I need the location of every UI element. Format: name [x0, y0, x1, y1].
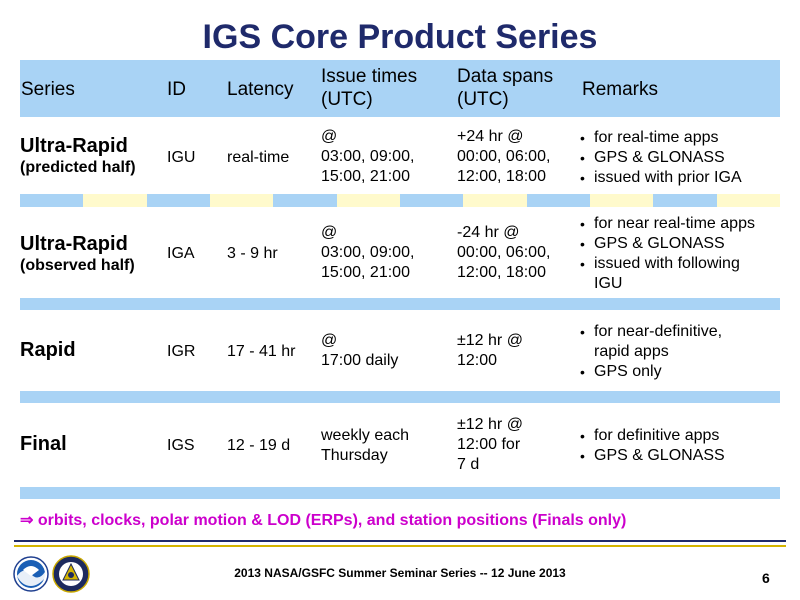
row-remarks: for near real-time apps GPS & GLONASS is…: [580, 214, 780, 294]
remark-item: for near-definitive, rapid apps: [580, 322, 754, 362]
noaa-logo: [13, 556, 49, 592]
remark-item: GPS only: [580, 362, 780, 382]
remark-item: for real-time apps: [580, 128, 780, 148]
row-latency: 12 - 19 d: [227, 437, 291, 454]
ngs-seal: [52, 555, 90, 593]
remark-item: issued with prior IGA: [580, 168, 780, 188]
row-latency: real-time: [227, 149, 290, 166]
page-number: 6: [762, 570, 770, 586]
header-data-spans: Data spans (UTC): [457, 66, 554, 110]
row-latency: 17 - 41 hr: [227, 343, 296, 360]
row-separator: [20, 298, 780, 310]
header-issue-times: Issue times (UTC): [321, 66, 418, 110]
remark-item: GPS & GLONASS: [580, 234, 780, 254]
row-data-spans: +24 hr @ 00:00, 06:00, 12:00, 18:00: [457, 128, 551, 185]
remark-item: for near real-time apps: [580, 214, 780, 234]
row-series: Ultra-Rapid (predicted half): [20, 135, 136, 176]
row-remarks: for definitive apps GPS & GLONASS: [580, 426, 780, 466]
remark-item: issued with following IGU: [580, 254, 759, 294]
header-id: ID: [167, 79, 186, 100]
footer-text: 2013 NASA/GSFC Summer Seminar Series -- …: [234, 566, 566, 580]
row-separator: [20, 487, 780, 499]
row-data-spans: ±12 hr @ 12:00: [457, 332, 523, 369]
row-remarks: for real-time apps GPS & GLONASS issued …: [580, 128, 780, 188]
header-remarks: Remarks: [582, 79, 659, 100]
row-id: IGR: [167, 343, 196, 360]
dashed-separator: [20, 194, 780, 207]
row-series: Final: [20, 433, 67, 455]
row-data-spans: ±12 hr @ 12:00 for 7 d: [457, 416, 523, 473]
row-series: Rapid: [20, 339, 76, 361]
header-latency: Latency: [227, 79, 294, 100]
row-remarks: for near-definitive, rapid apps GPS only: [580, 322, 780, 382]
remark-item: GPS & GLONASS: [580, 446, 780, 466]
row-issue-times: @ 03:00, 09:00, 15:00, 21:00: [321, 128, 415, 185]
remark-item: for definitive apps: [580, 426, 780, 446]
footer-rule-navy: [14, 540, 786, 542]
row-latency: 3 - 9 hr: [227, 245, 278, 262]
row-series: Ultra-Rapid (observed half): [20, 233, 135, 274]
row-id: IGU: [167, 149, 196, 166]
row-issue-times: @ 17:00 daily: [321, 332, 399, 369]
row-issue-times: @ 03:00, 09:00, 15:00, 21:00: [321, 224, 415, 281]
row-issue-times: weekly each Thursday: [321, 427, 410, 464]
page-title: IGS Core Product Series: [202, 18, 598, 56]
row-separator: [20, 391, 780, 403]
row-id: IGA: [167, 245, 195, 262]
row-id: IGS: [167, 437, 195, 454]
header-series: Series: [21, 79, 75, 100]
footnote: ⇒ orbits, clocks, polar motion & LOD (ER…: [20, 512, 627, 529]
row-data-spans: -24 hr @ 00:00, 06:00, 12:00, 18:00: [457, 224, 551, 281]
remark-item: GPS & GLONASS: [580, 148, 780, 168]
footer-rule-gold: [14, 545, 786, 547]
table-header-band: [20, 60, 780, 117]
